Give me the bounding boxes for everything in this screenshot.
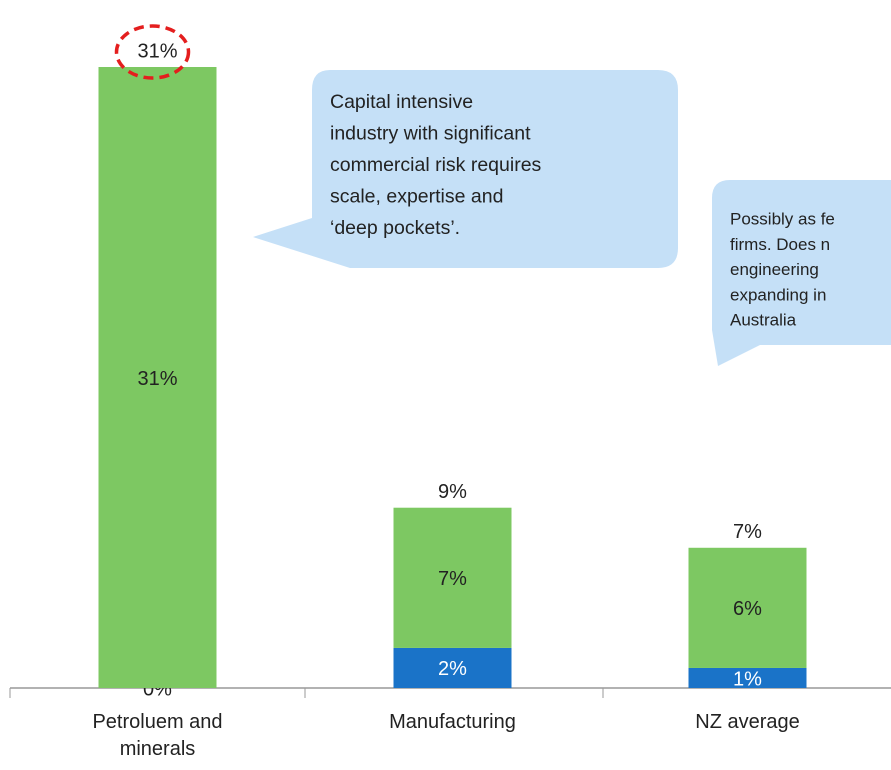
callout-text: industry with significant	[330, 123, 531, 145]
x-tick-label: Petroluem and minerals	[92, 711, 223, 760]
total-label: 9%	[438, 481, 467, 503]
callout-bubble	[712, 180, 891, 366]
x-tick-label: Manufacturing	[389, 711, 516, 733]
highlight-circle	[114, 24, 191, 80]
total-label: 7%	[733, 521, 762, 543]
data-label: 7%	[438, 568, 467, 590]
bar-segment	[688, 667, 807, 688]
callout-text: firms. Does n	[730, 235, 830, 254]
callout-text: ‘deep pockets’.	[330, 217, 460, 239]
bar-segment	[688, 547, 807, 668]
x-tick-label: NZ average	[695, 711, 800, 733]
callout-bubble	[253, 70, 678, 268]
callout-text: expanding in	[730, 285, 826, 304]
data-label: 6%	[733, 598, 762, 620]
data-label: 1%	[733, 668, 762, 690]
callout-text: scale, expertise and	[330, 186, 503, 208]
callout-text: Australia	[730, 311, 797, 330]
callout-text: Capital intensive	[330, 91, 473, 113]
data-label: 2%	[438, 658, 467, 680]
callout-text: Possibly as fe	[730, 209, 835, 228]
bar-segment	[393, 647, 512, 688]
data-label: 31%	[137, 368, 177, 390]
total-label: 31%	[137, 40, 177, 62]
bar-segment	[393, 507, 512, 648]
bar-segment	[98, 67, 217, 688]
callout-text: commercial risk requires	[330, 154, 542, 176]
callout-text: engineering	[730, 260, 819, 279]
